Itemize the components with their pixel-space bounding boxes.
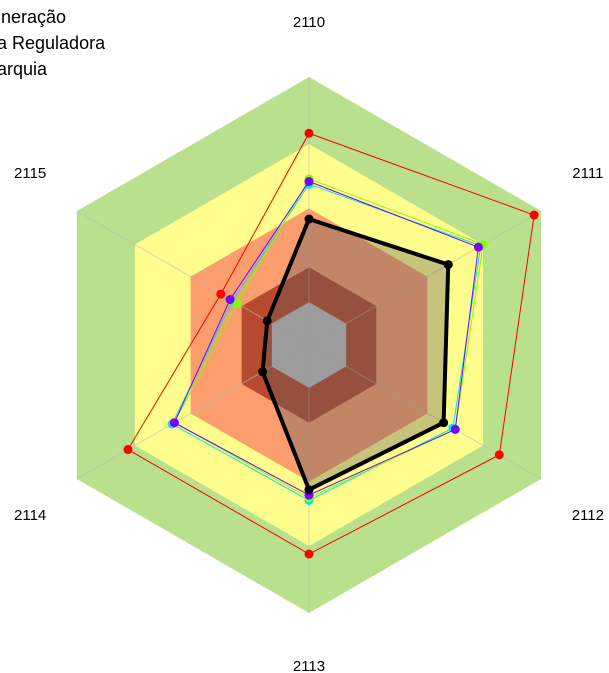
point — [225, 294, 235, 304]
axis-label: 2110 — [293, 14, 325, 31]
point — [439, 418, 449, 428]
point — [304, 128, 314, 138]
point — [232, 298, 242, 308]
axis-label: 2115 — [14, 165, 46, 182]
legend-label: a Reguladora — [0, 33, 106, 53]
spoke — [76, 344, 310, 480]
point — [304, 214, 314, 224]
point — [216, 289, 226, 299]
point — [258, 367, 268, 377]
point — [443, 260, 453, 270]
point — [450, 424, 460, 434]
point — [304, 177, 314, 187]
axis-label: 2113 — [293, 658, 325, 673]
axis-label: 2111 — [572, 165, 603, 182]
axis-label: 2112 — [572, 507, 604, 524]
point — [473, 242, 483, 252]
point — [494, 450, 504, 460]
spoke — [308, 210, 542, 346]
point — [304, 549, 314, 559]
legend-label: ineração — [0, 7, 66, 27]
point — [262, 316, 272, 326]
legend-label: arquia — [0, 59, 48, 79]
axis-label: 2114 — [14, 507, 46, 524]
point — [529, 210, 539, 220]
point — [304, 485, 314, 495]
point — [123, 445, 133, 455]
point — [169, 418, 179, 428]
